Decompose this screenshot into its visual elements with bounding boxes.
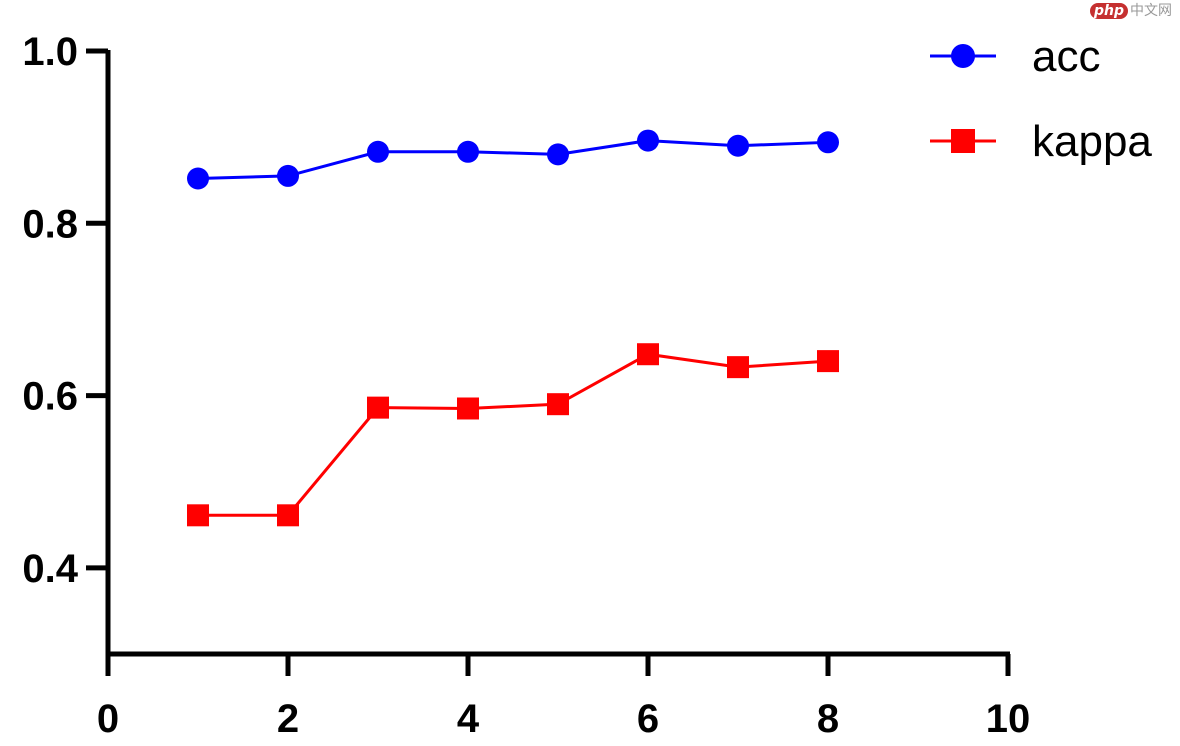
data-point-acc xyxy=(637,129,659,152)
x-tick-label: 4 xyxy=(457,697,480,741)
data-point-kappa xyxy=(547,393,569,416)
data-point-acc xyxy=(727,134,749,157)
x-tick-label: 8 xyxy=(817,697,839,741)
axes: 0.4 0.6 0.8 1.0 0 2 4 6 8 10 xyxy=(22,30,1030,741)
data-point-acc xyxy=(277,164,299,187)
data-point-kappa xyxy=(457,397,479,420)
data-point-kappa xyxy=(187,504,209,527)
data-point-kappa xyxy=(277,504,299,527)
watermark-text: 中文网 xyxy=(1130,3,1172,19)
x-tick-label: 10 xyxy=(986,697,1031,741)
data-point-kappa xyxy=(367,396,389,419)
series-layer xyxy=(187,129,839,527)
y-tick-label: 0.4 xyxy=(22,547,78,591)
watermark: php 中文网 xyxy=(1089,0,1172,20)
series-line-acc xyxy=(197,139,829,180)
x-tick-label: 6 xyxy=(637,697,659,741)
series-line-kappa xyxy=(198,352,829,517)
x-tick-label: 0 xyxy=(97,697,119,741)
data-point-acc xyxy=(547,143,569,166)
legend-label-acc: acc xyxy=(1032,32,1100,81)
data-point-acc xyxy=(817,131,839,154)
data-point-kappa xyxy=(817,350,839,373)
data-point-acc xyxy=(367,140,389,163)
y-tick-label: 0.6 xyxy=(22,375,78,419)
watermark-badge: php xyxy=(1089,3,1128,19)
data-point-kappa xyxy=(637,343,659,366)
data-point-kappa xyxy=(727,356,749,379)
legend-label-kappa: kappa xyxy=(1032,117,1152,166)
legend: acc kappa xyxy=(930,32,1152,166)
x-tick-label: 2 xyxy=(277,697,299,741)
data-point-acc xyxy=(187,167,209,190)
y-tick-label: 1.0 xyxy=(22,30,78,74)
y-tick-label: 0.8 xyxy=(22,202,78,246)
legend-marker-kappa xyxy=(951,129,975,153)
legend-marker-acc xyxy=(951,44,975,68)
data-point-acc xyxy=(457,140,479,163)
